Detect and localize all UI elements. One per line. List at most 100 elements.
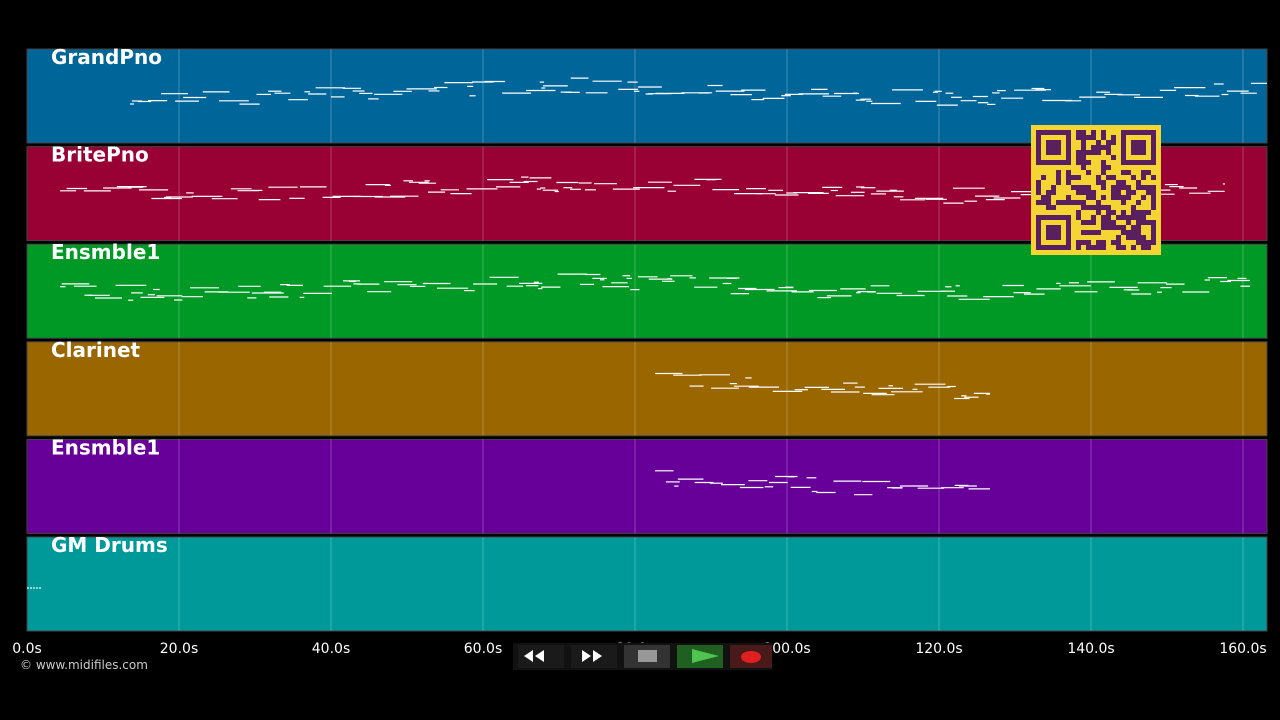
qr-module: [1136, 225, 1141, 230]
qr-module: [1151, 175, 1156, 180]
qr-module: [1101, 240, 1106, 245]
qr-module: [1136, 180, 1141, 185]
qr-module: [1091, 205, 1096, 210]
qr-module: [1146, 185, 1151, 190]
qr-module: [1096, 240, 1101, 245]
qr-module: [1096, 140, 1101, 145]
track-name: GrandPno: [51, 45, 162, 69]
qr-module: [1086, 220, 1091, 225]
qr-module: [1046, 200, 1051, 205]
qr-code: [1031, 125, 1161, 255]
record-button[interactable]: [730, 645, 772, 668]
qr-module: [1141, 245, 1146, 250]
qr-module: [1146, 245, 1151, 250]
notes: [655, 470, 990, 496]
qr-module: [1086, 135, 1091, 140]
qr-module: [1151, 185, 1156, 190]
forward-button[interactable]: [571, 645, 617, 668]
time-tick-label: 120.0s: [915, 641, 962, 657]
qr-module: [1126, 185, 1131, 190]
qr-module: [1146, 210, 1151, 215]
track: GM Drums: [26, 533, 1268, 632]
qr-module: [1086, 160, 1091, 165]
qr-module: [1101, 130, 1106, 135]
qr-module: [1131, 190, 1136, 195]
qr-module: [1111, 175, 1116, 180]
qr-module: [1111, 135, 1116, 140]
qr-module: [1141, 185, 1146, 190]
qr-module: [1041, 175, 1046, 180]
qr-module: [1111, 195, 1116, 200]
qr-module: [1076, 135, 1081, 140]
qr-module: [1136, 200, 1141, 205]
qr-module: [1071, 185, 1076, 190]
qr-module: [1136, 235, 1141, 240]
qr-module: [1111, 185, 1116, 190]
qr-module: [1136, 220, 1141, 225]
play-button[interactable]: [677, 645, 723, 668]
qr-module: [1076, 210, 1081, 215]
qr-module: [1141, 175, 1146, 180]
qr-module: [1116, 215, 1121, 220]
qr-module: [1126, 190, 1131, 195]
qr-module: [1131, 205, 1136, 210]
qr-module: [1101, 160, 1106, 165]
qr-module: [1116, 190, 1121, 195]
qr-module: [1101, 215, 1106, 220]
qr-module: [1096, 175, 1101, 180]
time-tick-label: 60.0s: [464, 641, 502, 657]
qr-module: [1081, 160, 1086, 165]
time-tick-label: 100.0s: [763, 641, 810, 657]
time-tick-label: 20.0s: [160, 641, 198, 657]
qr-module: [1101, 195, 1106, 200]
track-name: Clarinet: [51, 338, 141, 362]
notes: [60, 273, 1250, 301]
track: Ensmble1: [26, 240, 1268, 339]
qr-module: [1046, 195, 1051, 200]
qr-module: [1136, 185, 1141, 190]
qr-module: [1116, 240, 1121, 245]
qr-module: [1141, 170, 1146, 175]
qr-module: [1131, 245, 1136, 250]
transport-controls: [513, 643, 772, 670]
qr-module: [1106, 150, 1111, 155]
qr-module: [1051, 190, 1056, 195]
stop-button[interactable]: [624, 645, 670, 668]
qr-module: [1106, 140, 1111, 145]
qr-module: [1111, 210, 1116, 215]
qr-module: [1076, 190, 1081, 195]
qr-module: [1151, 205, 1156, 210]
qr-module: [1146, 240, 1151, 245]
qr-module: [1126, 195, 1131, 200]
qr-module: [1096, 210, 1101, 215]
qr-module: [1111, 240, 1116, 245]
qr-module: [1091, 130, 1096, 135]
qr-module: [1131, 235, 1136, 240]
qr-module: [1126, 215, 1131, 220]
track: Ensmble1: [26, 435, 1268, 534]
time-tick-label: 140.0s: [1067, 641, 1114, 657]
track-lane: [26, 243, 1268, 339]
qr-module: [1076, 245, 1081, 250]
qr-module: [1121, 225, 1126, 230]
qr-module: [1086, 230, 1091, 235]
qr-module: [1106, 220, 1111, 225]
qr-module: [1096, 145, 1101, 150]
qr-module: [1066, 170, 1071, 175]
qr-module: [1111, 190, 1116, 195]
rewind-button[interactable]: [518, 645, 564, 668]
qr-module: [1041, 195, 1046, 200]
track-name: Ensmble1: [51, 435, 160, 459]
qr-module: [1036, 185, 1041, 190]
qr-module: [1121, 245, 1126, 250]
qr-module: [1116, 195, 1121, 200]
qr-module: [1076, 160, 1081, 165]
qr-module: [1136, 240, 1141, 245]
time-tick-label: 40.0s: [312, 641, 350, 657]
qr-module: [1086, 240, 1091, 245]
qr-module: [1101, 180, 1106, 185]
qr-module: [1121, 215, 1126, 220]
qr-module: [1121, 230, 1126, 235]
track-lane: [26, 341, 1268, 437]
